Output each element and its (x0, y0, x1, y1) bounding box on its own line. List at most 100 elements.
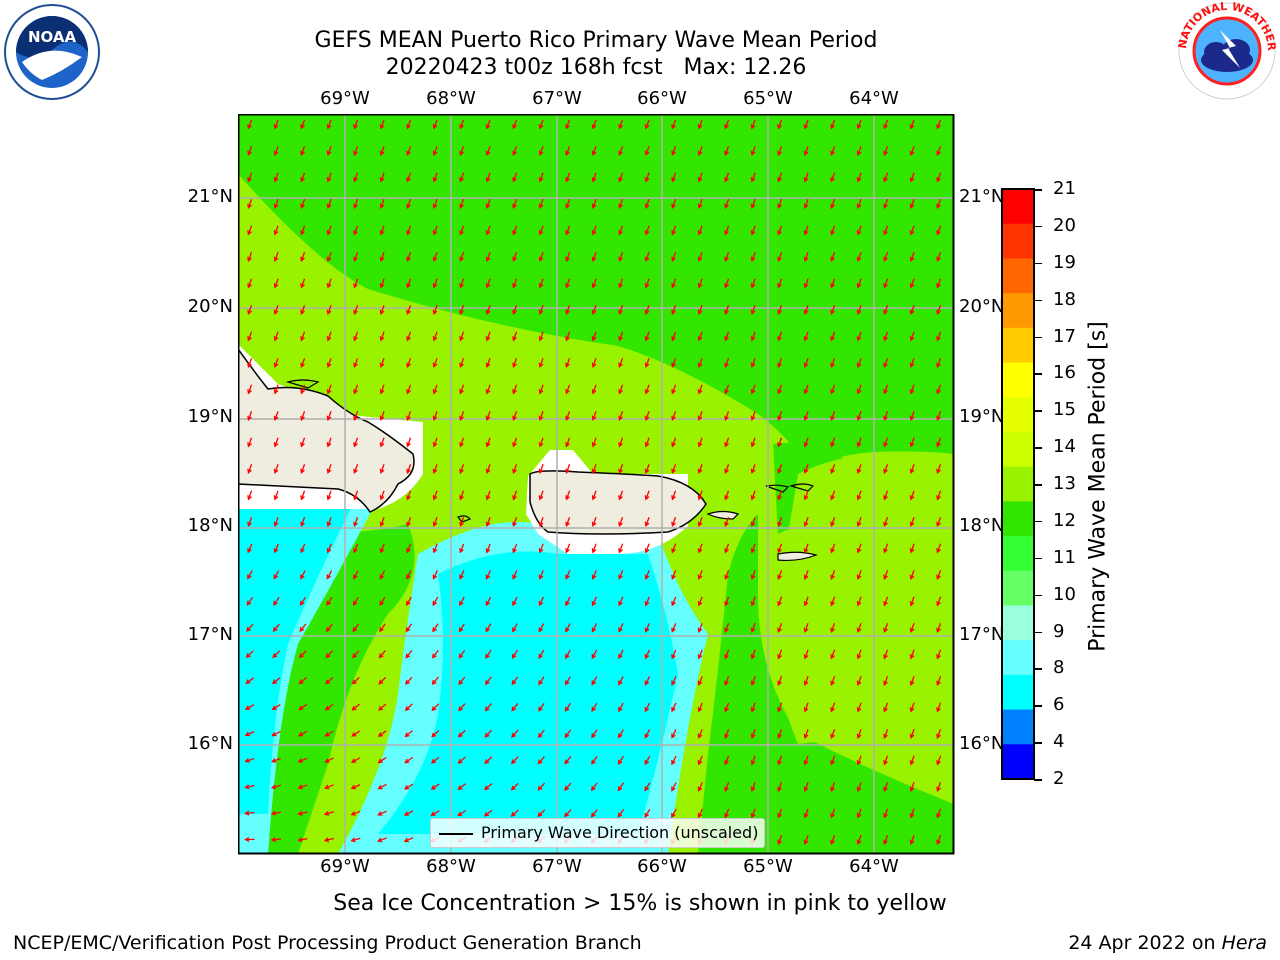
wave-arrow (618, 384, 624, 394)
wave-arrow-head (273, 415, 279, 422)
wave-arrow-head (326, 336, 332, 342)
wave-arrow (459, 119, 465, 129)
wave-arrow-head (803, 415, 809, 422)
wave-arrow-head (883, 203, 888, 210)
wave-arrow (327, 199, 332, 208)
wave-arrow-head (591, 415, 597, 422)
wave-arrow (777, 702, 783, 712)
wave-arrow-head (909, 627, 915, 634)
wave-arrow (272, 677, 281, 684)
wave-arrow (406, 172, 412, 182)
wave-arrow (910, 305, 915, 314)
wave-arrow-head (590, 812, 596, 818)
wave-arrow-head (883, 362, 888, 369)
wave-arrow (245, 704, 255, 710)
wave-arrow-head (403, 811, 410, 816)
wave-arrow-head (671, 256, 676, 263)
wave-arrow (910, 331, 915, 341)
wave-arrow-head (803, 362, 809, 369)
wave-arrow (777, 358, 783, 367)
wave-arrow-head (379, 389, 385, 395)
wave-arrow-head (750, 336, 756, 342)
wave-arrow (618, 225, 624, 235)
legend-label: Primary Wave Direction (unscaled) (481, 823, 759, 842)
wave-arrow-head (618, 601, 623, 607)
wave-arrow-head (459, 362, 464, 369)
wave-arrow (273, 596, 280, 606)
wave-arrow (538, 702, 545, 712)
wave-arrow-head (618, 627, 623, 633)
wave-arrow (883, 543, 889, 553)
wave-arrow (804, 596, 809, 606)
wave-arrow-head (883, 256, 888, 263)
wave-arrow (671, 649, 677, 659)
wave-arrow-head (270, 784, 277, 790)
wave-arrow (486, 278, 491, 288)
wave-arrow-head (324, 784, 330, 790)
wave-arrow-head (591, 548, 597, 554)
wave-arrow (857, 729, 862, 738)
wave-arrow-head (777, 760, 782, 766)
wave-arrow-head (671, 812, 676, 819)
wave-arrow (777, 199, 783, 208)
wave-arrow (300, 384, 306, 394)
wave-arrow (406, 517, 412, 526)
wave-arrow (512, 464, 518, 473)
wave-arrow-head (511, 706, 517, 712)
wave-arrow (751, 305, 756, 314)
wave-arrow-head (883, 839, 888, 846)
wave-arrow-head (512, 548, 517, 554)
wave-arrow-head (830, 680, 835, 687)
wave-arrow-head (459, 495, 464, 501)
wave-arrow (459, 305, 465, 314)
wave-arrow-head (724, 256, 729, 263)
wave-arrow (379, 596, 386, 606)
wave-arrow-head (724, 150, 729, 157)
wave-arrow (883, 305, 889, 314)
wave-arrow-head (644, 203, 650, 210)
wave-arrow-head (326, 203, 332, 210)
wave-arrow (645, 119, 650, 129)
wave-arrow (857, 702, 862, 712)
wave-arrow-head (510, 811, 516, 817)
wave-arrow (539, 225, 544, 235)
wave-arrow (671, 411, 677, 420)
wave-arrow (433, 464, 438, 473)
wave-arrow (300, 119, 306, 129)
wave-arrow (433, 172, 438, 182)
colorbar-tick-mark (1034, 594, 1042, 597)
wave-arrow (406, 331, 412, 341)
wave-arrow (724, 729, 730, 738)
wave-arrow (298, 703, 308, 711)
wave-arrow (459, 331, 465, 341)
wave-arrow (830, 623, 836, 632)
wave-arrow (565, 225, 571, 235)
wave-arrow (883, 331, 889, 341)
wave-arrow (300, 464, 306, 473)
colorbar-tick-label: 11 (1053, 546, 1076, 568)
wave-arrow (300, 278, 306, 288)
wave-arrow (300, 146, 306, 155)
colorbar-tick-mark (1034, 262, 1042, 265)
wave-arrow-head (724, 574, 729, 580)
wave-arrow-head (406, 230, 411, 236)
colorbar-tick-mark (1034, 742, 1042, 744)
wave-arrow (910, 808, 915, 818)
wave-arrow-head (245, 679, 251, 684)
wave-arrow (777, 437, 783, 447)
wave-arrow (671, 172, 677, 182)
wave-arrow-head (459, 309, 464, 316)
wave-arrow-head (644, 495, 650, 501)
wave-arrow-head (565, 230, 570, 236)
wave-arrow-head (538, 468, 544, 475)
wave-arrow-head (565, 336, 570, 342)
wave-arrow (246, 677, 254, 684)
wave-arrow (857, 490, 862, 500)
colorbar-tick-label: 2 (1053, 768, 1065, 789)
wave-arrow (804, 729, 809, 738)
wave-arrow (353, 384, 359, 394)
wave-arrow-head (538, 442, 544, 448)
wave-arrow (247, 278, 253, 288)
wave-arrow-head (485, 600, 491, 607)
wave-arrow-head (591, 283, 597, 289)
